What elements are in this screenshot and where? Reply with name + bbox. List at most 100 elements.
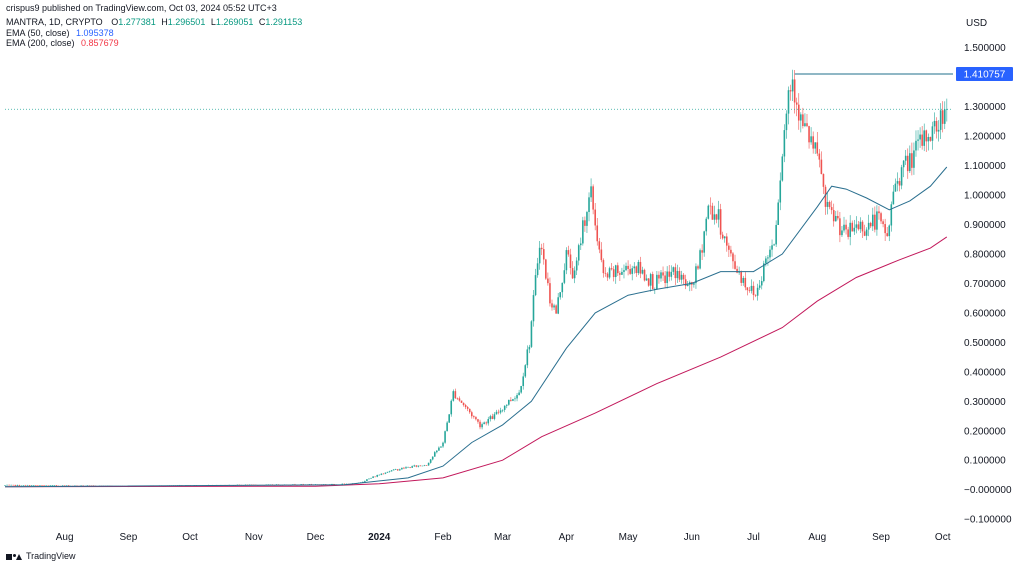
candle-body	[409, 467, 411, 468]
ema200-row: EMA (200, close) 0.857679	[6, 38, 302, 49]
close-key: C	[258, 17, 266, 27]
candle-body	[417, 465, 420, 467]
candle-body	[699, 250, 701, 269]
candle-body	[20, 485, 23, 487]
candle-body	[331, 483, 333, 485]
candle-body	[787, 90, 790, 114]
candle-body	[440, 446, 442, 448]
candle-body	[664, 275, 666, 284]
candle-body	[629, 268, 631, 274]
currency-label: USD	[966, 18, 988, 29]
candle-body	[808, 126, 810, 143]
candle-body	[668, 271, 671, 277]
candle-body	[569, 254, 572, 269]
candle-body	[341, 483, 344, 485]
candle-body	[563, 270, 566, 283]
resistance-price-label: 1.410757	[964, 69, 1006, 80]
candle-body	[736, 268, 738, 273]
candle-body	[822, 174, 825, 187]
candle-body	[715, 214, 718, 220]
candle-body	[773, 244, 775, 246]
candle-body	[765, 258, 767, 264]
candle-body	[555, 305, 557, 314]
candle-body	[639, 261, 642, 274]
candle-body	[512, 399, 514, 401]
candle-body	[933, 120, 936, 127]
candle-body	[386, 471, 389, 473]
candle-body	[935, 120, 938, 132]
candle-body	[713, 214, 716, 220]
candle-body	[12, 484, 15, 486]
x-tick-label: Feb	[434, 532, 452, 543]
candle-body	[499, 410, 502, 413]
candle-body	[456, 398, 459, 399]
candle-body	[534, 275, 537, 296]
candle-body	[481, 424, 483, 428]
candle-body	[779, 180, 782, 203]
ema200-value: 0.857679	[81, 38, 119, 48]
candle-body	[364, 481, 366, 482]
candle-body	[890, 204, 893, 226]
candle-body	[333, 483, 335, 485]
candle-body	[740, 271, 742, 283]
candle-body	[902, 160, 905, 168]
candle-body	[514, 398, 516, 400]
candle-body	[680, 274, 683, 280]
candle-body	[524, 365, 527, 377]
candle-body	[32, 485, 35, 486]
candle-body	[442, 442, 444, 447]
candle-body	[368, 478, 370, 480]
candle-body	[666, 271, 668, 284]
x-tick-label: Oct	[182, 532, 198, 543]
candle-body	[791, 79, 794, 92]
candle-body	[806, 123, 808, 127]
candle-body	[473, 416, 475, 418]
candle-body	[61, 485, 64, 487]
candle-body	[946, 109, 948, 110]
candle-body	[911, 153, 913, 168]
candle-body	[411, 466, 413, 468]
candle-body	[462, 402, 465, 406]
footer: TradingView	[6, 551, 76, 561]
candle-body	[366, 479, 368, 482]
candle-body	[814, 142, 817, 149]
y-tick-label: 1.200000	[964, 132, 1006, 143]
candle-body	[658, 274, 660, 279]
candle-body	[399, 469, 401, 471]
symbol-label: MANTRA, 1D, CRYPTO	[6, 17, 103, 27]
candle-body	[553, 305, 555, 308]
candle-body	[464, 405, 467, 408]
candle-body	[839, 218, 841, 236]
candle-body	[508, 399, 510, 405]
candle-body	[471, 412, 473, 417]
candle-body	[545, 259, 547, 279]
candle-body	[18, 484, 21, 486]
x-tick-label: May	[619, 532, 638, 543]
low-key: L	[210, 17, 216, 27]
candle-body	[859, 221, 862, 230]
x-tick-label: Mar	[494, 532, 512, 543]
candle-body	[530, 321, 533, 347]
x-tick-label: Jun	[684, 532, 700, 543]
candle-body	[421, 465, 424, 467]
candle-body	[503, 405, 506, 410]
candle-body	[621, 271, 623, 275]
candle-body	[678, 270, 681, 280]
y-tick-label: 1.300000	[964, 102, 1006, 113]
candle-body	[892, 191, 895, 205]
candle-body	[505, 404, 508, 406]
candle-body	[452, 391, 455, 401]
ema50-label: EMA (50, close)	[6, 27, 70, 38]
candle-body	[631, 268, 634, 274]
candle-body	[915, 140, 917, 151]
candle-body	[763, 263, 765, 282]
candle-body	[376, 475, 379, 477]
x-tick-label: Aug	[808, 532, 826, 543]
candle-body	[641, 269, 644, 274]
candle-body	[475, 417, 477, 420]
ema50-row: EMA (50, close) 1.095378	[6, 28, 302, 39]
candle-body	[728, 245, 730, 250]
candle-body	[532, 295, 535, 322]
candle-body	[407, 467, 409, 468]
